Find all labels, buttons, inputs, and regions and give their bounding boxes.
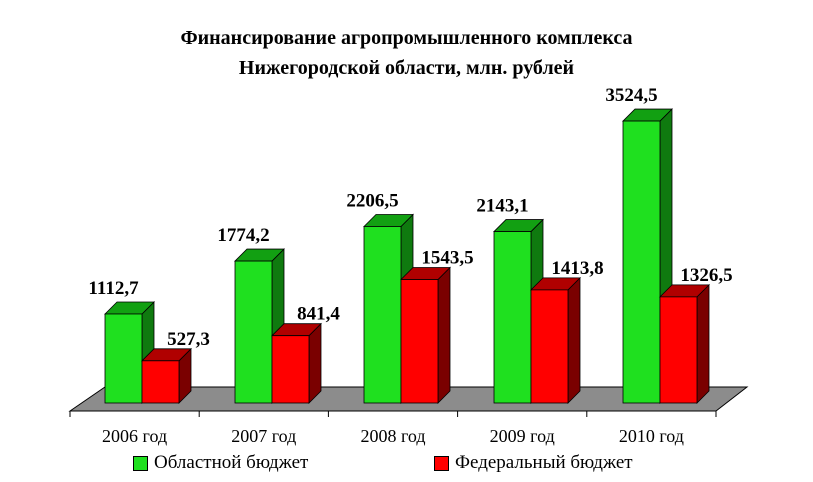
- legend-label-federal: Федеральный бюджет: [455, 452, 633, 474]
- data-label: 527,3: [167, 329, 210, 350]
- data-label: 1413,8: [551, 258, 603, 279]
- bar: [235, 261, 272, 403]
- bar-side: [438, 268, 450, 403]
- x-tick-label: 2007 год: [231, 426, 296, 446]
- legend-swatch-regional: [133, 456, 148, 471]
- bar: [272, 336, 309, 403]
- x-tick-label: 2006 год: [102, 426, 167, 446]
- data-label: 2206,5: [346, 190, 398, 211]
- bar-side: [568, 278, 580, 403]
- data-label: 2143,1: [476, 196, 528, 217]
- bar: [531, 290, 568, 403]
- data-label: 1774,2: [217, 225, 269, 246]
- legend-item-federal: Федеральный бюджет: [434, 452, 633, 474]
- x-tick-label: 2008 год: [360, 426, 425, 446]
- bar: [494, 232, 531, 403]
- data-label: 3524,5: [605, 85, 657, 106]
- bar: [364, 226, 401, 403]
- data-label: 841,4: [297, 304, 340, 325]
- bar-side: [309, 324, 321, 403]
- bar: [142, 361, 179, 403]
- bar: [623, 121, 660, 403]
- bar: [660, 297, 697, 403]
- legend-swatch-federal: [434, 456, 449, 471]
- bar: [105, 314, 142, 403]
- data-label: 1112,7: [88, 278, 139, 299]
- legend-label-regional: Областной бюджет: [154, 452, 308, 474]
- bar: [401, 280, 438, 403]
- legend-item-regional: Областной бюджет: [133, 452, 308, 474]
- x-tick-label: 2009 год: [490, 426, 555, 446]
- data-label: 1326,5: [680, 265, 732, 286]
- bar-side: [697, 285, 709, 403]
- data-label: 1543,5: [421, 248, 473, 269]
- x-tick-label: 2010 год: [619, 426, 684, 446]
